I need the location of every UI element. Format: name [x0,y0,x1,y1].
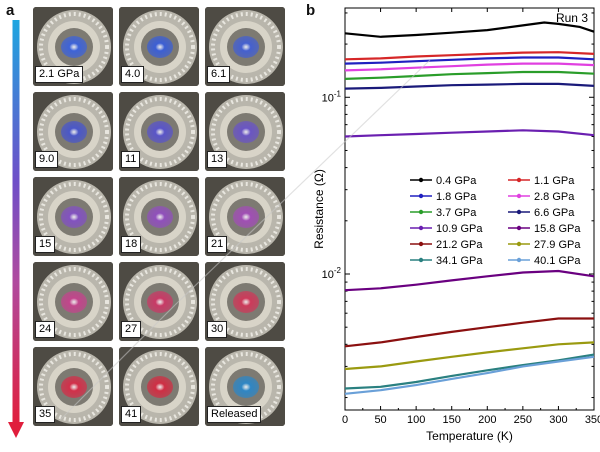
pressure-label: 35 [35,406,56,423]
x-tick-label: 250 [514,414,532,426]
x-tick-label: 150 [443,414,461,426]
pressure-label: 18 [121,236,142,253]
y-axis-label: Resistance (Ω) [312,169,326,249]
series-line-8 [344,317,594,348]
pressure-photo-tile: 11 [119,92,199,171]
pressure-photo-tile: 27 [119,262,199,341]
legend-label: 34.1 GPa [436,255,483,267]
pressure-photo-tile: 35 [33,347,113,426]
x-tick-label: 50 [374,414,386,426]
pressure-label: 15 [35,236,56,253]
pressure-label: 24 [35,321,56,338]
legend-label: 6.6 GPa [534,207,575,219]
legend-label: 15.8 GPa [534,223,581,235]
pressure-label: 21 [207,236,228,253]
pressure-label: 4.0 [121,66,145,83]
x-tick-label: 100 [407,414,425,426]
pressure-photo-tile: 13 [205,92,285,171]
pressure-label: 6.1 [207,66,231,83]
x-tick-label: 350 [585,414,600,426]
legend-marker [516,225,522,231]
pressure-label: 27 [121,321,142,338]
legend-label: 40.1 GPa [534,255,581,267]
pressure-photo-tile: 2.1 GPa [33,7,113,86]
resistance-chart: Run 3 0 50 100 150 200 250 300 350 10-1 10-2 Temper… [312,7,600,443]
pressure-label: 11 [121,151,141,168]
legend-marker [516,241,522,247]
pressure-label: Released [207,406,262,423]
run-label: Run 3 [556,11,588,25]
legend-label: 3.7 GPa [436,207,477,219]
legend-marker [418,257,424,263]
resistance-chart-panel: b Run 3 0 50 100 150 200 250 300 350 10-1 10-2 Temp… [300,0,600,447]
legend-marker [516,193,522,199]
legend-label: 10.9 GPa [436,223,483,235]
y-tick-label: 10-1 [322,89,342,104]
series-line-9 [344,341,595,371]
x-tick-label: 200 [478,414,496,426]
pressure-photo-tile: Released [205,347,285,426]
legend-marker [418,225,424,231]
legend-label: 21.2 GPa [436,239,483,251]
legend-marker [516,257,522,263]
pressure-photo-panel: a 2.1 GPa 4.0 6.1 9.0 11 13 15 18 21 24 27 30 35 41 Re… [0,0,300,447]
series-line-4 [344,70,595,80]
pressure-photo-tile: 30 [205,262,285,341]
pressure-photo-tile: 4.0 [119,7,199,86]
legend-marker [418,241,424,247]
legend-label: 2.8 GPa [534,191,575,203]
series-line-1 [344,51,595,61]
legend-label: 0.4 GPa [436,175,477,187]
pressure-photo-tile: 15 [33,177,113,256]
series-line-5 [344,82,595,90]
x-axis-label: Temperature (K) [426,429,513,443]
pressure-photo-tile: 18 [119,177,199,256]
pressure-photo-tile: 41 [119,347,199,426]
x-tick-label: 0 [342,414,348,426]
pressure-photo-tile: 6.1 [205,7,285,86]
legend-marker [418,209,424,215]
legend-marker [516,177,522,183]
pressure-photo-tile: 21 [205,177,285,256]
legend-marker [418,177,424,183]
legend-marker [418,193,424,199]
panel-b-label: b [306,2,316,19]
legend-label: 27.9 GPa [534,239,581,251]
pressure-photo-tile: 24 [33,262,113,341]
series-line-10 [344,353,595,390]
series-line-3 [344,62,595,72]
cell-photo [33,177,113,256]
x-tick-label: 300 [549,414,567,426]
legend-label: 1.8 GPa [436,191,477,203]
pressure-photo-tile: 9.0 [33,92,113,171]
series-line-11 [344,355,595,395]
y-tick-label: 10-2 [322,266,342,281]
pressure-label: 30 [207,321,228,338]
series-line-7 [344,269,595,292]
legend-label: 1.1 GPa [534,175,575,187]
pressure-label: 13 [207,151,228,168]
panel-a-label: a [6,2,15,19]
pressure-label: 9.0 [35,151,59,168]
series-line-6 [344,129,595,138]
pressure-label: 2.1 GPa [35,66,84,83]
series-line-0 [344,21,595,38]
pressure-arrow [8,20,24,438]
pressure-label: 41 [121,406,142,423]
legend-marker [516,209,522,215]
